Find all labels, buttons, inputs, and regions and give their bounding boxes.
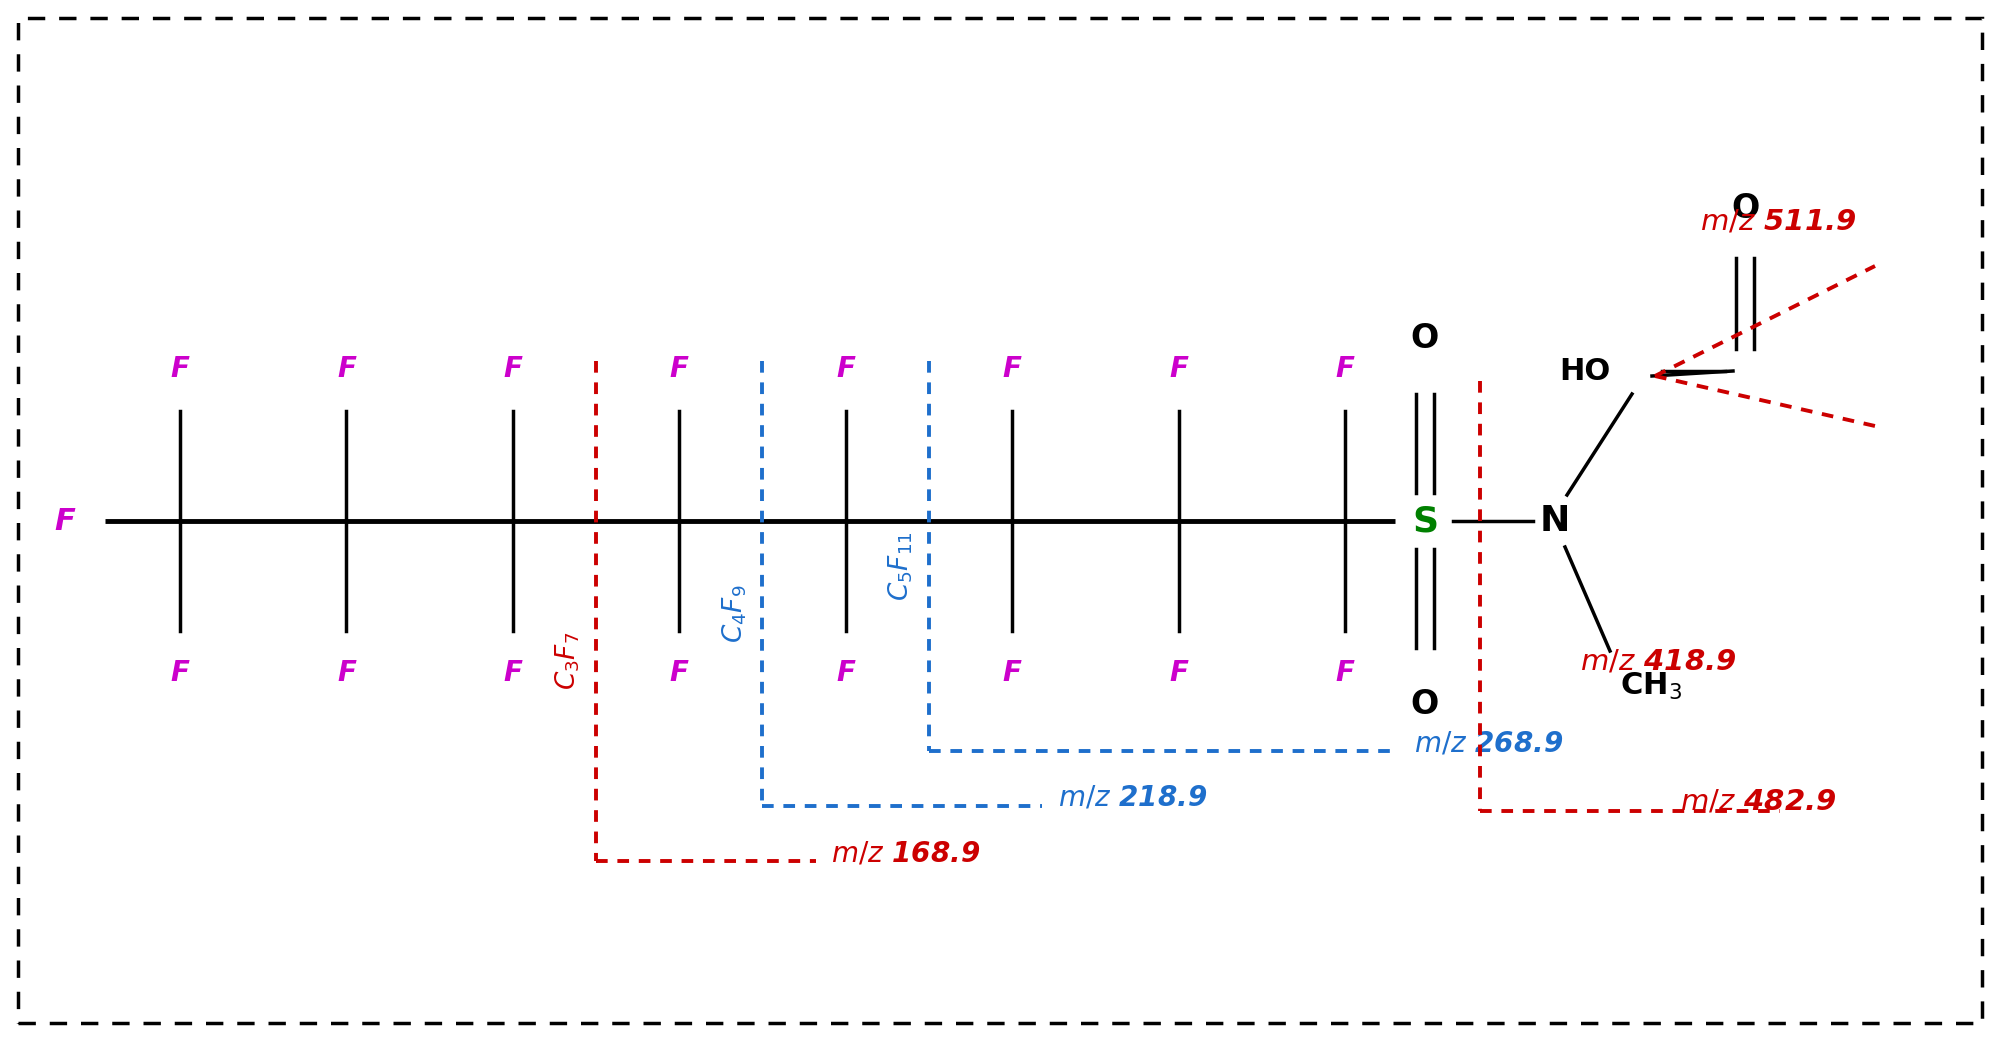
Text: O: O bbox=[1410, 687, 1440, 720]
Text: CH$_3$: CH$_3$ bbox=[1620, 670, 1682, 702]
Text: F: F bbox=[170, 355, 190, 383]
Text: F: F bbox=[1170, 659, 1188, 687]
Text: F: F bbox=[670, 355, 688, 383]
Text: S: S bbox=[1412, 504, 1438, 538]
Text: F: F bbox=[336, 355, 356, 383]
Text: F: F bbox=[670, 659, 688, 687]
Text: HO: HO bbox=[1558, 356, 1610, 385]
Text: F: F bbox=[1336, 355, 1354, 383]
Text: $m/z$ 168.9: $m/z$ 168.9 bbox=[832, 839, 980, 867]
Text: $m/z$ 218.9: $m/z$ 218.9 bbox=[1058, 784, 1206, 812]
Text: $C_4F_9$: $C_4F_9$ bbox=[720, 584, 748, 642]
Text: N: N bbox=[1540, 504, 1570, 538]
Text: F: F bbox=[504, 659, 522, 687]
Text: $m/z$ 482.9: $m/z$ 482.9 bbox=[1680, 787, 1836, 815]
Text: F: F bbox=[1170, 355, 1188, 383]
Text: F: F bbox=[504, 355, 522, 383]
Text: F: F bbox=[1336, 659, 1354, 687]
Text: F: F bbox=[54, 507, 76, 535]
Text: O: O bbox=[1730, 192, 1760, 225]
Text: $m/z$ 268.9: $m/z$ 268.9 bbox=[1414, 729, 1564, 757]
Text: $C_3F_7$: $C_3F_7$ bbox=[554, 632, 582, 690]
Text: F: F bbox=[1002, 659, 1022, 687]
Text: F: F bbox=[336, 659, 356, 687]
Text: $m/z$ 418.9: $m/z$ 418.9 bbox=[1580, 648, 1736, 675]
Text: $C_5F_{11}$: $C_5F_{11}$ bbox=[886, 531, 916, 601]
Text: F: F bbox=[836, 659, 856, 687]
Text: F: F bbox=[1002, 355, 1022, 383]
Text: $m/z$ 511.9: $m/z$ 511.9 bbox=[1700, 207, 1856, 235]
Text: F: F bbox=[170, 659, 190, 687]
Text: O: O bbox=[1410, 322, 1440, 355]
Text: F: F bbox=[836, 355, 856, 383]
